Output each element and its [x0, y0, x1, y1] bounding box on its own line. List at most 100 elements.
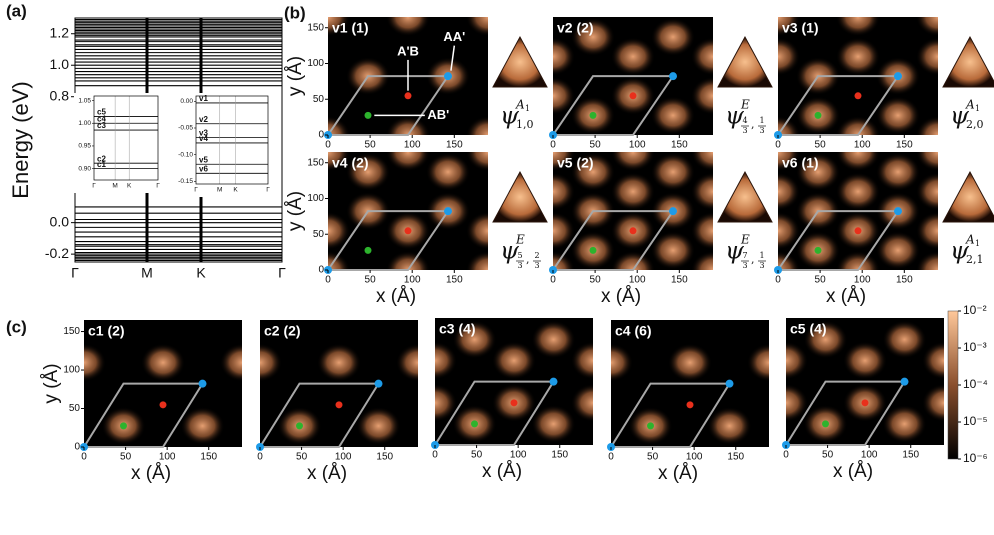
x-tick-label: 150: [376, 452, 393, 463]
symmetry-rep: E: [740, 233, 750, 247]
y-tick-label: -0.2: [45, 245, 69, 261]
density-blob: [553, 37, 575, 76]
stacking-site: [854, 92, 862, 100]
fraction-denominator: 3: [742, 126, 747, 135]
density-blob: [922, 383, 944, 422]
symmetry-rep: A: [965, 233, 975, 247]
x-tick-label: 50: [590, 275, 602, 286]
band-label: v1: [199, 94, 208, 103]
x-tick-label: 0: [325, 275, 331, 286]
x-tick-label: 100: [404, 275, 421, 286]
density-blob: [716, 271, 760, 309]
density-blob: [553, 172, 575, 211]
symmetry-index: ,: [751, 118, 755, 131]
density-blob: [876, 152, 920, 191]
x-tick-label: M: [141, 265, 153, 281]
stacking-site: [629, 227, 637, 235]
colorbar: [947, 310, 959, 460]
density-blob: [778, 37, 800, 76]
inset-x-tick-label: Γ: [266, 187, 270, 194]
density-blob: [786, 341, 808, 380]
x-axis-label: x (Å): [307, 463, 347, 484]
stacking-site: [669, 207, 677, 216]
density-blob: [413, 468, 457, 506]
x-tick-label: 100: [629, 140, 646, 151]
density-blob: [866, 280, 910, 318]
density-blob: [102, 280, 146, 318]
x-tick-label: 50: [815, 275, 827, 286]
stacking-site: [374, 379, 383, 388]
y-axis-label: y (Å): [285, 191, 306, 231]
symmetry-symbol: ψ: [725, 237, 745, 265]
x-tick-label: 0: [608, 452, 614, 463]
symmetry-rep-sub: 1: [525, 104, 530, 113]
y-tick-label: 50: [313, 229, 325, 240]
density-blob: [328, 116, 350, 135]
inset-x-tick-label: M: [217, 187, 222, 194]
x-tick-label: 150: [446, 275, 463, 286]
inset-frame: [93, 95, 159, 181]
stacking-site: [549, 377, 558, 386]
stacking-site: [900, 377, 909, 386]
y-tick-label: 0: [318, 130, 324, 141]
density-blob: [836, 152, 880, 172]
symmetry-rep: A: [515, 98, 525, 112]
density-blob: [141, 343, 185, 382]
y-tick-label: 0.0: [50, 213, 70, 229]
density-blob: [356, 406, 401, 445]
symmetry-index: 2,1: [966, 253, 984, 266]
density-blob: [731, 0, 775, 17]
density-blob: [611, 152, 655, 172]
x-tick-label: 100: [510, 450, 527, 461]
heatmap-panel: v1 (1) 00 50 50 100 100 150 150 y (Å) A'B AA' AB' ψA…: [285, 17, 548, 151]
x-tick-label: 150: [896, 140, 913, 151]
stacking-site: [894, 207, 902, 216]
density-blob: [691, 211, 713, 250]
x-tick-label: 100: [629, 275, 646, 286]
inset-y-tick-label: 0.95: [78, 143, 91, 150]
density-blob: [266, 271, 310, 309]
density-blob: [589, 470, 633, 508]
symmetry-index: 1,0: [516, 118, 534, 131]
x-tick-label: 100: [404, 140, 421, 151]
stacking-site: [814, 111, 822, 119]
density-blob: [778, 211, 800, 250]
density-blob: [317, 343, 361, 382]
density-blob: [220, 343, 242, 382]
stacking-site: [335, 401, 343, 409]
heatmap-panel: c4 (6) 0 50 100 150 x (Å): [589, 280, 910, 508]
x-axis-label: x (Å): [601, 286, 641, 307]
panel-title: v1 (1): [332, 20, 369, 36]
symmetry-symbol: ψ: [950, 237, 970, 265]
inset-y-tick-label: 0.00: [180, 98, 193, 105]
symmetry-index: 2,0: [966, 118, 984, 131]
site-label: A'B: [397, 43, 419, 58]
inset-frame: [195, 95, 269, 185]
stacking-site: [589, 246, 597, 254]
density-blob: [571, 341, 593, 380]
density-blob: [876, 231, 920, 270]
density-blob: [916, 211, 938, 250]
density-blob: [553, 251, 575, 270]
density-blob: [571, 0, 615, 17]
x-tick-label: 150: [671, 275, 688, 286]
panel-title: c2 (2): [264, 323, 301, 339]
density-blob: [836, 172, 880, 211]
y-tick-label: 0.8: [50, 87, 70, 103]
wavefunction-icon: [717, 170, 773, 223]
inset-x-tick-label: K: [127, 183, 132, 190]
density-blob: [553, 211, 575, 250]
inset-x-tick-label: K: [233, 187, 238, 194]
y-tick-label: 0: [318, 265, 324, 276]
symmetry-symbol: ψ: [725, 102, 745, 130]
stacking-site: [444, 207, 452, 216]
x-tick-label: 100: [335, 452, 352, 463]
density-blob: [708, 280, 752, 318]
x-tick-label: 150: [896, 275, 913, 286]
panel-title: c3 (4): [439, 321, 476, 337]
density-blob: [435, 341, 457, 380]
y-tick-label: 100: [307, 193, 324, 204]
x-axis-label: x (Å): [131, 463, 171, 484]
y-tick-label: 50: [313, 94, 325, 105]
heatmap-panel: c3 (4) 0 50 100 150 x (Å): [413, 318, 593, 506]
